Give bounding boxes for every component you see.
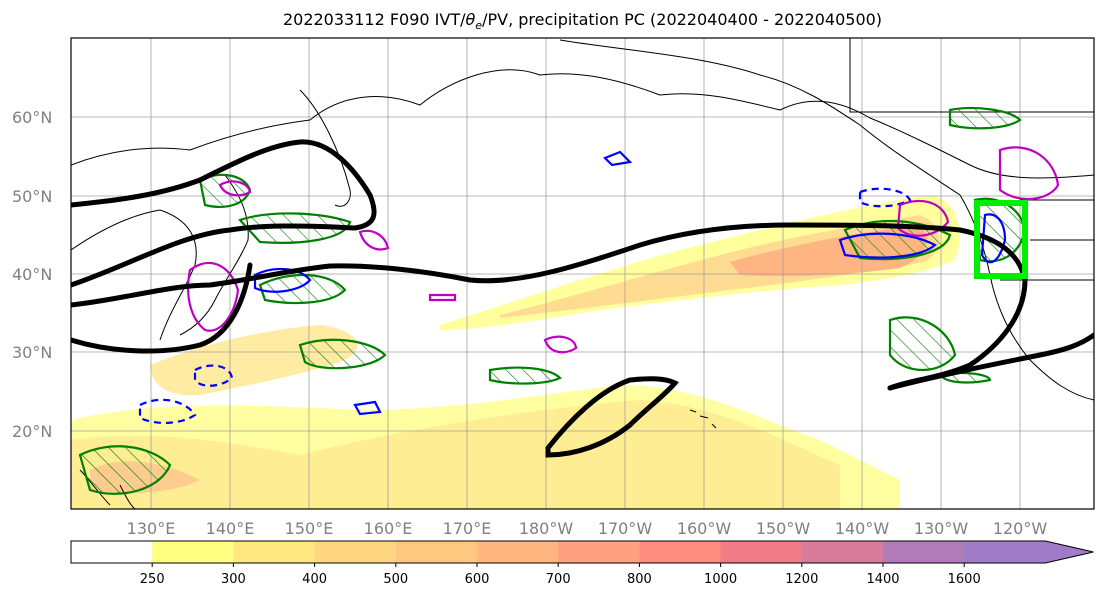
magenta-coast — [998, 146, 1060, 201]
lat-label: 30°N — [12, 343, 52, 362]
coast-asia-east — [71, 209, 197, 341]
colorbar-label: 400 — [302, 572, 327, 587]
colorbar-segment — [152, 541, 234, 563]
colorbar-label: 600 — [465, 572, 490, 587]
lon-label: 130°E — [127, 519, 176, 538]
colorbar-segment — [314, 541, 397, 563]
colorbar-segment — [883, 541, 965, 563]
coast-alaska — [559, 39, 961, 196]
coastlines — [71, 38, 1094, 509]
pv-solid-ar — [838, 232, 937, 259]
precip-region-central — [258, 273, 347, 305]
magenta-sakhalin — [218, 180, 252, 197]
theta-e-contours — [71, 139, 1094, 458]
colorbar-segment — [801, 541, 884, 563]
colorbar: 250 300 400 500 600 700 800 1000 1200 1400 1600 — [70, 540, 1094, 587]
theta-e-south-loop — [545, 376, 679, 458]
pv-solid-north — [603, 150, 633, 167]
coast-japan — [179, 174, 249, 336]
lat-label: 40°N — [12, 265, 52, 284]
colorbar-segment — [639, 541, 722, 563]
pv-contours — [138, 150, 1007, 424]
pv-dashed-japan — [193, 364, 234, 387]
coast-kamchatka — [299, 89, 351, 207]
colorbar-label: 1000 — [704, 572, 737, 587]
precip-pc-contours — [78, 106, 1027, 495]
colorbar-label: 250 — [140, 572, 165, 587]
magenta-japan — [187, 261, 240, 332]
precip-region-subtrop — [488, 366, 562, 385]
colorbar-label: 800 — [627, 572, 652, 587]
lon-label: 180°W — [519, 519, 574, 538]
lon-label: 170°W — [598, 519, 653, 538]
colorbar-segment — [720, 541, 803, 563]
theta-e-east — [887, 332, 1094, 391]
colorbar-outline — [70, 540, 1094, 564]
lat-label: 60°N — [12, 108, 52, 127]
lon-label: 150°W — [756, 519, 811, 538]
colorbar-label: 1400 — [866, 572, 899, 587]
title-theta-sub: e — [475, 19, 483, 33]
title-suffix: /PV, precipitation PC (2022040400 - 2022… — [482, 10, 883, 29]
lon-label: 150°E — [285, 519, 334, 538]
coast-canada — [849, 38, 1094, 281]
lon-label: 170°E — [443, 519, 492, 538]
magenta-contours — [187, 146, 1060, 354]
colorbar-segment — [964, 541, 1094, 563]
map-frame — [70, 37, 1095, 510]
colorbar-label: 300 — [221, 572, 246, 587]
lat-labels: 60°N 50°N 40°N 30°N 20°N — [12, 108, 52, 441]
lat-label: 50°N — [12, 187, 52, 206]
precip-region-mid — [298, 338, 387, 370]
precip-region-ne — [948, 106, 1022, 130]
colorbar-segment — [477, 541, 559, 563]
lon-labels: 130°E 140°E 150°E 160°E 170°E 180°W 170°… — [127, 519, 1048, 538]
lon-label: 140°E — [206, 519, 255, 538]
target-box — [974, 200, 1028, 279]
lon-label: 160°W — [677, 519, 732, 538]
theta-e-lower — [71, 262, 253, 354]
title-theta: θ — [465, 10, 476, 29]
pv-solid-japan — [253, 267, 312, 293]
precip-region-ar-east — [843, 219, 952, 261]
pv-solid-coast — [980, 213, 1007, 264]
magenta-ar — [896, 200, 950, 237]
lat-label: 20°N — [12, 422, 52, 441]
magenta-subtrop — [543, 335, 578, 354]
pv-dashed-south — [138, 398, 197, 424]
theta-e-mid — [71, 222, 1028, 391]
precip-region-south — [888, 316, 957, 372]
map-title: 2022033112 F090 IVT/θe/PV, precipitation… — [0, 10, 1105, 32]
coast-asia-north — [71, 69, 1094, 179]
lon-label: 120°W — [993, 519, 1048, 538]
colorbar-segment — [233, 541, 316, 563]
pv-solid-south — [353, 400, 382, 416]
colorbar-segment — [395, 541, 478, 563]
theta-e-north — [71, 139, 377, 288]
title-prefix: 2022033112 F090 IVT/ — [282, 10, 466, 29]
lon-label: 140°W — [835, 519, 890, 538]
colorbar-label: 700 — [546, 572, 571, 587]
colorbar-label: 1600 — [948, 572, 981, 587]
colorbar-label: 1200 — [785, 572, 818, 587]
pv-dashed-ar — [858, 187, 912, 208]
magenta-small — [428, 293, 457, 302]
lon-label: 160°E — [364, 519, 413, 538]
magenta-kuril — [358, 229, 390, 251]
colorbar-segment — [71, 541, 153, 563]
coast-hawaii — [689, 409, 717, 429]
ivt-band-subtropical-inner — [71, 400, 840, 509]
colorbar-label: 500 — [383, 572, 408, 587]
lon-label: 130°W — [914, 519, 969, 538]
colorbar-segment — [558, 541, 640, 563]
precip-region-sw — [78, 445, 172, 495]
